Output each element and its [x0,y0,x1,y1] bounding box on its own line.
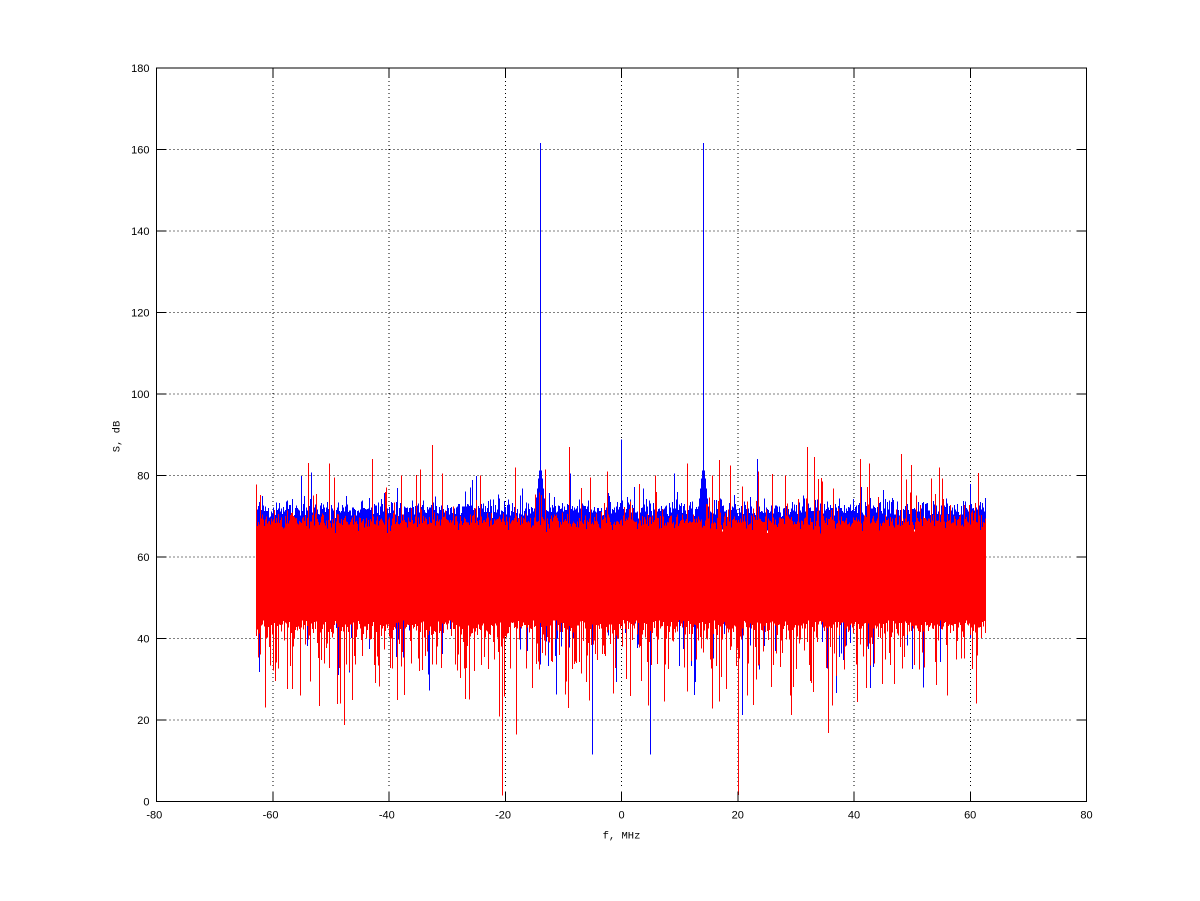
svg-text:100: 100 [131,389,149,401]
svg-text:-20: -20 [495,810,511,822]
svg-text:0: 0 [618,810,624,822]
svg-text:40: 40 [137,633,149,645]
svg-text:160: 160 [131,144,149,156]
svg-text:S, dB: S, dB [112,421,124,453]
svg-text:-80: -80 [146,810,162,822]
svg-text:60: 60 [964,810,976,822]
svg-text:f, MHz: f, MHz [603,831,641,843]
svg-text:60: 60 [137,552,149,564]
svg-text:40: 40 [848,810,860,822]
svg-text:80: 80 [137,470,149,482]
svg-text:0: 0 [143,796,149,808]
svg-text:120: 120 [131,307,149,319]
svg-text:-40: -40 [379,810,395,822]
svg-text:20: 20 [732,810,744,822]
svg-text:80: 80 [1080,810,1092,822]
svg-text:-60: -60 [263,810,279,822]
svg-text:180: 180 [131,63,149,75]
svg-text:20: 20 [137,715,149,727]
svg-text:140: 140 [131,226,149,238]
